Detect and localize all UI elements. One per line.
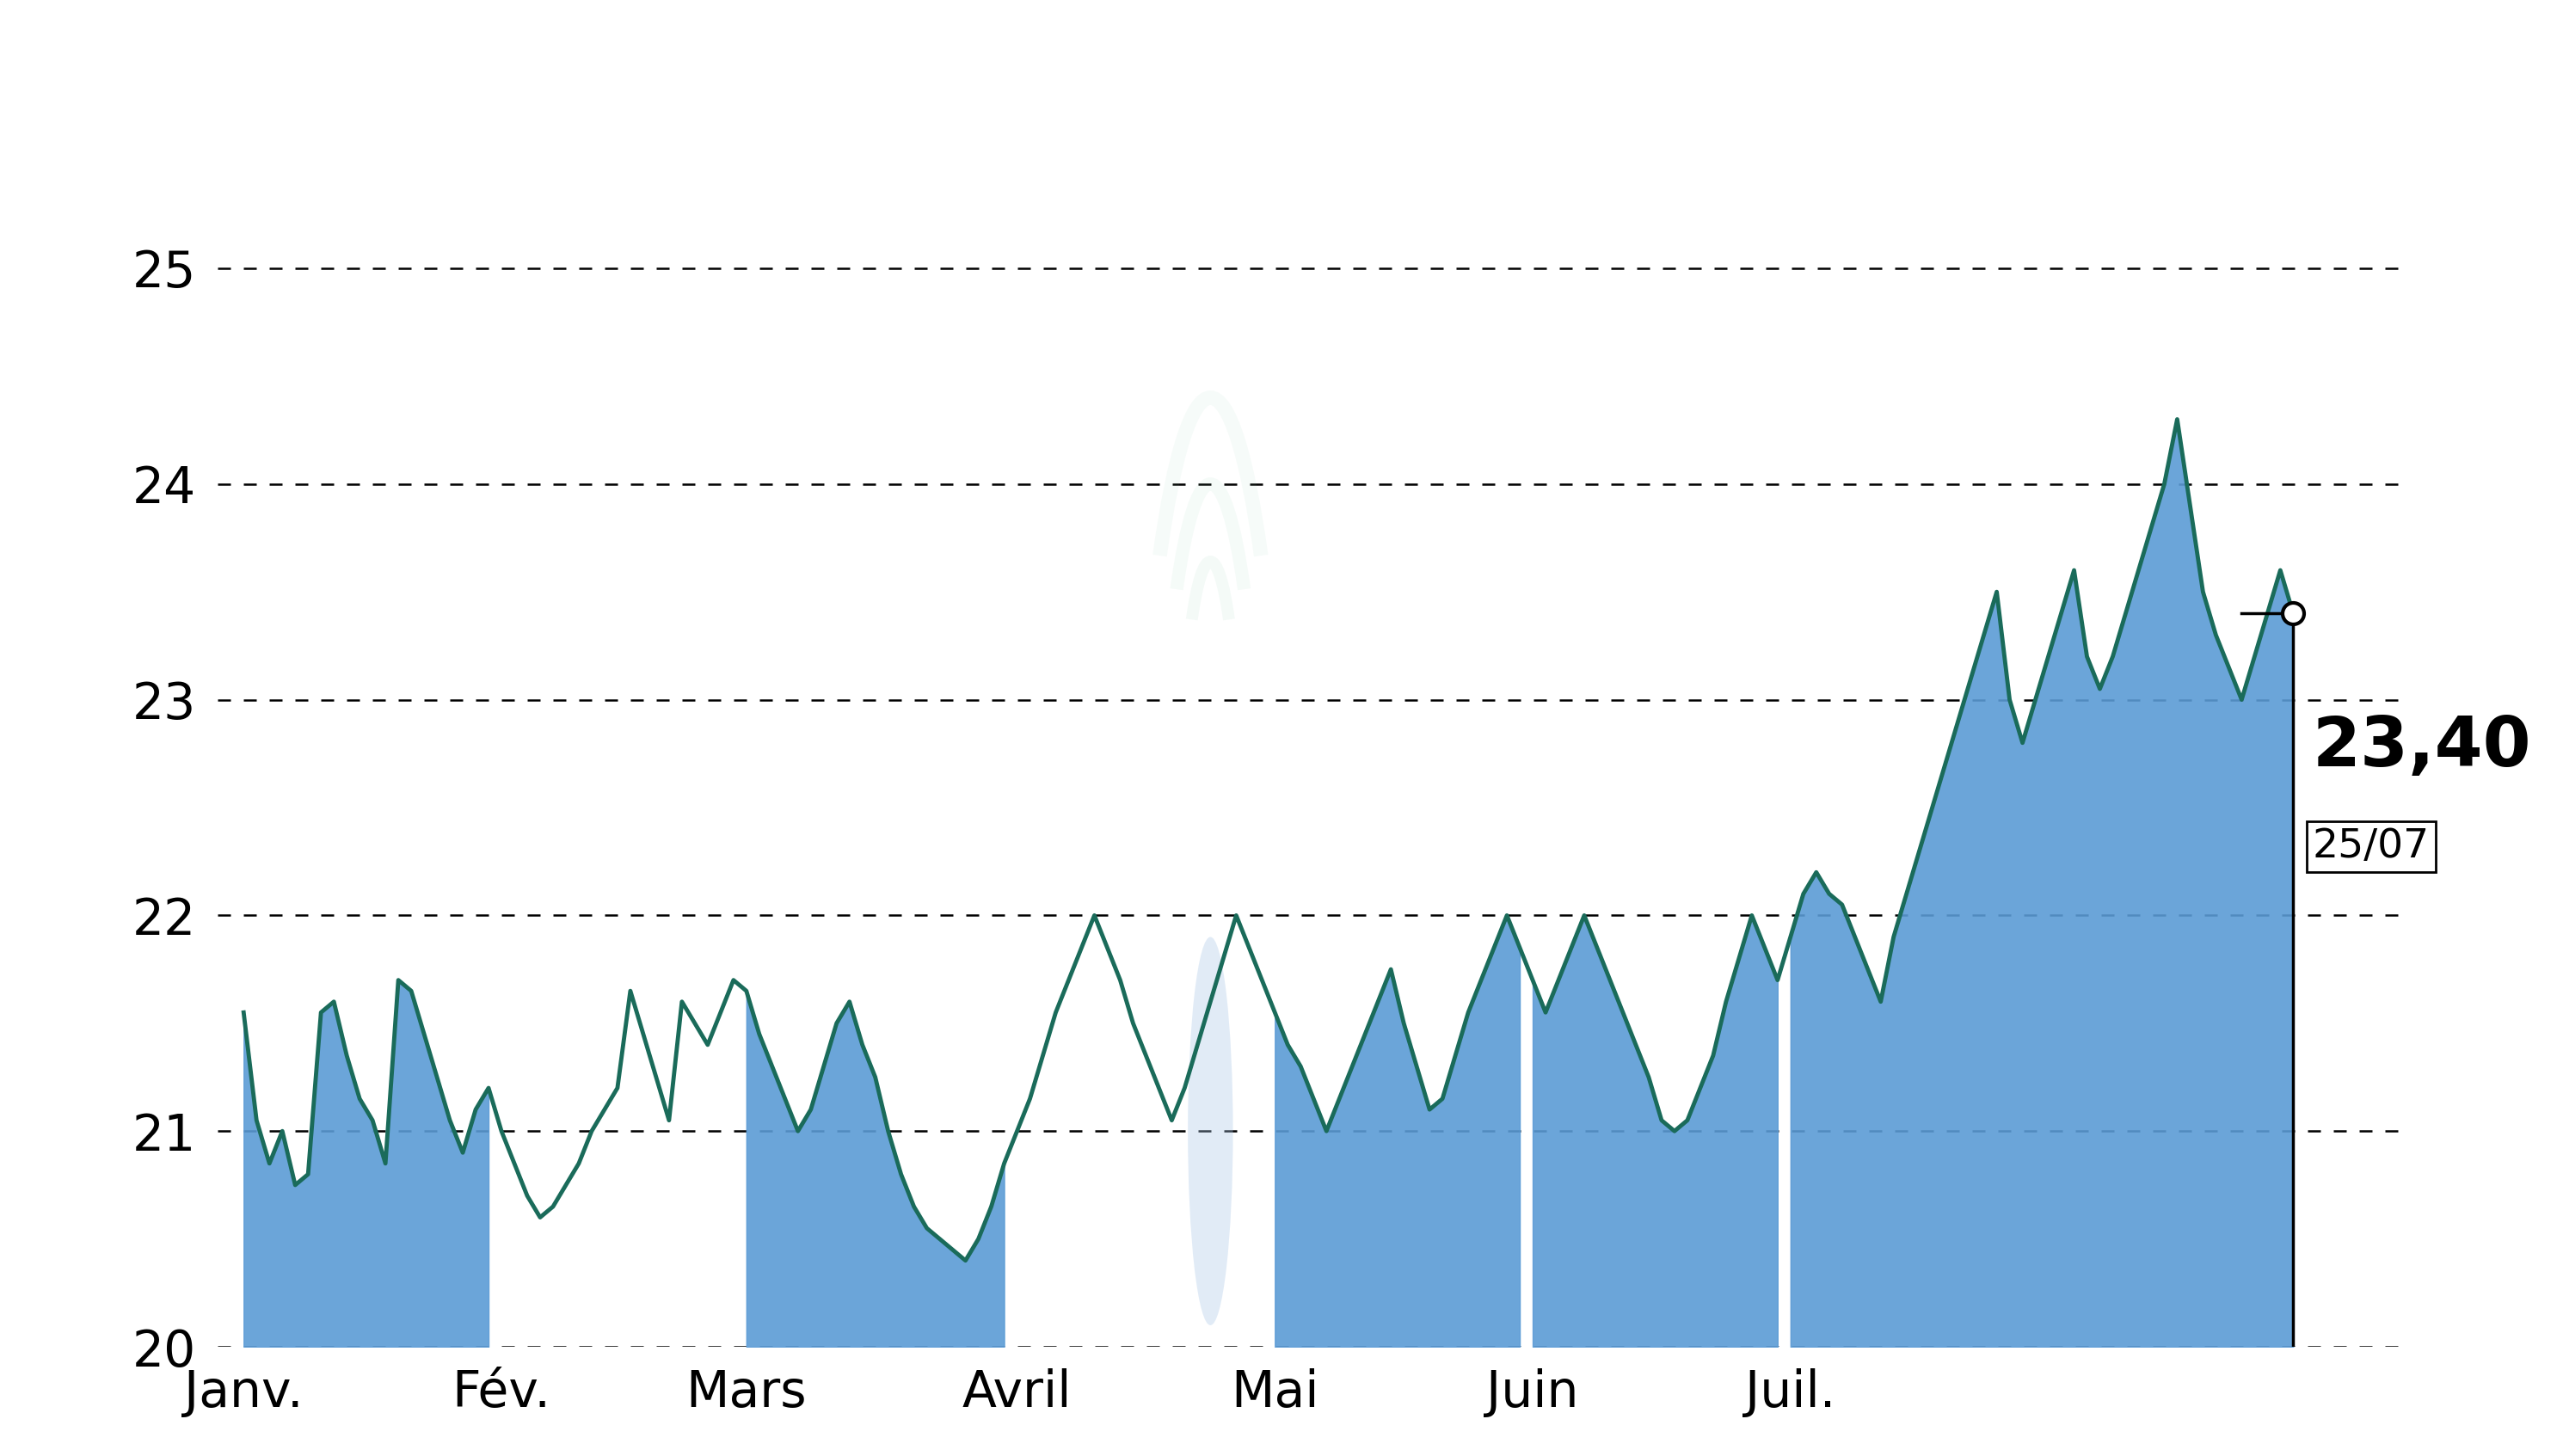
Text: TIKEHAU CAPITAL: TIKEHAU CAPITAL	[810, 38, 1753, 130]
Ellipse shape	[1187, 938, 1233, 1325]
Text: 23,40: 23,40	[2312, 713, 2532, 780]
Text: 25/07: 25/07	[2312, 827, 2430, 866]
